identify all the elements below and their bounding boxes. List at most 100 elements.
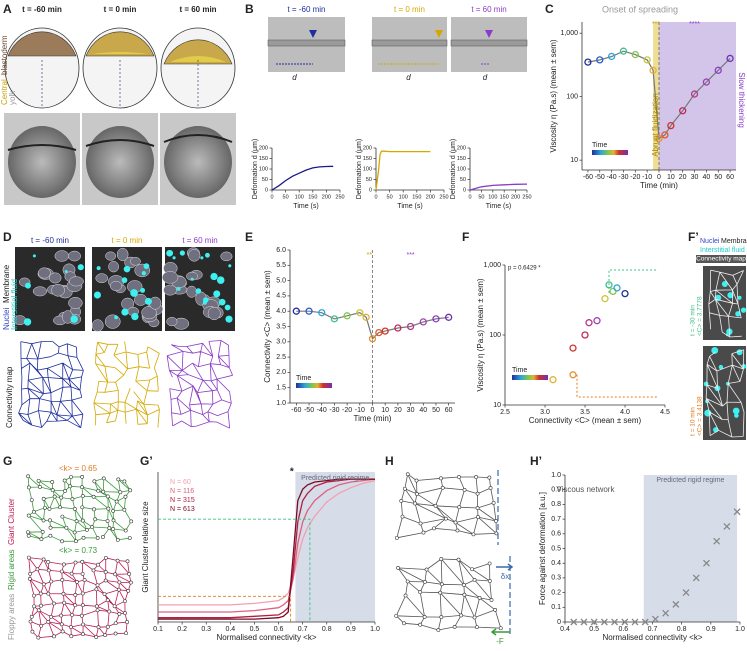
node (30, 629, 35, 634)
point (343, 312, 351, 320)
x-axis-label: Normalised connectivity <k> (602, 633, 702, 642)
y-tick-label: 1,000 (560, 30, 578, 37)
interstitial-fluid (727, 292, 734, 299)
node (52, 601, 56, 606)
interstitial-fluid (718, 364, 724, 370)
label: Slow thickening (737, 72, 746, 128)
point (726, 54, 734, 63)
node (459, 613, 464, 618)
node (62, 600, 67, 605)
scale-label: d (292, 73, 297, 82)
pipette (371, 39, 448, 47)
node (123, 494, 128, 499)
x-tick-label: -50 (304, 407, 314, 414)
x-tick-label: 20 (394, 407, 402, 414)
x-tick-label: 0.4 (225, 626, 235, 633)
series-line (271, 165, 334, 191)
node (80, 559, 85, 564)
interstitial-fluid (143, 263, 150, 270)
x-tick-label: -60 (291, 407, 301, 414)
x-tick-label: 0 (371, 407, 375, 414)
node (36, 635, 41, 640)
x-tick-label: 20 (679, 174, 687, 181)
node (32, 593, 36, 598)
node (456, 557, 461, 562)
node (116, 587, 121, 592)
node (418, 521, 423, 526)
node (96, 562, 100, 567)
panel-label: G’ (140, 454, 153, 468)
node (26, 533, 31, 538)
node (438, 590, 443, 595)
node (452, 625, 457, 629)
node (117, 611, 122, 616)
x-tick-label: 200 (426, 194, 435, 200)
node (38, 591, 43, 596)
interstitial-fluid (179, 250, 185, 256)
time-label: t = 0 min (104, 5, 137, 14)
x-tick-label: 50 (387, 194, 393, 200)
cross (611, 618, 619, 626)
node (94, 635, 99, 639)
label: Onset of spreading (602, 4, 678, 14)
cell (104, 314, 121, 329)
node (491, 500, 496, 505)
y-tick-label: 0.8 (551, 501, 561, 508)
node (79, 613, 84, 618)
point (330, 315, 339, 323)
cross (672, 600, 680, 608)
x-axis-label: Connectivity <C> (mean ± sem) (529, 416, 642, 425)
cell (37, 267, 51, 279)
node (50, 488, 55, 493)
node (28, 619, 33, 624)
interstitial-fluid (732, 407, 740, 415)
node (39, 623, 44, 628)
point (549, 376, 557, 384)
y-tick-label: 3.5 (276, 323, 286, 330)
node (49, 614, 53, 619)
x-tick-label: 100 (488, 194, 497, 200)
label: Predicted rigid regime (656, 477, 724, 484)
y-tick-label: 100 (363, 166, 372, 172)
label: *** (652, 21, 660, 28)
point (613, 284, 621, 292)
node (95, 583, 100, 588)
x-tick-label: 0 (657, 174, 661, 181)
x-axis-label: Time (s) (486, 203, 511, 210)
node (113, 621, 118, 626)
network (396, 473, 497, 539)
node (403, 593, 408, 598)
node (36, 608, 41, 613)
node (90, 525, 95, 529)
point (690, 90, 699, 98)
node (81, 632, 85, 637)
point (593, 317, 601, 325)
point (601, 295, 609, 303)
point (607, 52, 616, 61)
node (60, 578, 65, 582)
label: Interstitial fluid (10, 279, 19, 330)
label: Giant Cluster (7, 498, 16, 545)
node (60, 629, 65, 634)
node (80, 485, 84, 490)
node (475, 506, 480, 510)
node (92, 479, 97, 484)
node (396, 565, 400, 570)
region (653, 22, 659, 170)
y-axis-label: Deformation d (μm) (252, 139, 259, 199)
label: <C> = 3.4138 (697, 396, 704, 436)
arrowhead (435, 30, 443, 38)
panel-label: F’ (688, 230, 699, 244)
x-tick-label: 40 (702, 174, 710, 181)
node (46, 560, 51, 564)
x-tick-label: 0.4 (560, 626, 570, 633)
network (705, 349, 745, 438)
colorbar-label: Time (512, 367, 527, 374)
x-tick-label: 0.1 (153, 626, 163, 633)
node (422, 615, 427, 619)
y-tick-label: 200 (457, 145, 466, 151)
node (477, 596, 482, 600)
embryo-photo (86, 126, 154, 198)
interstitial-fluid (123, 265, 131, 273)
node (48, 518, 52, 523)
